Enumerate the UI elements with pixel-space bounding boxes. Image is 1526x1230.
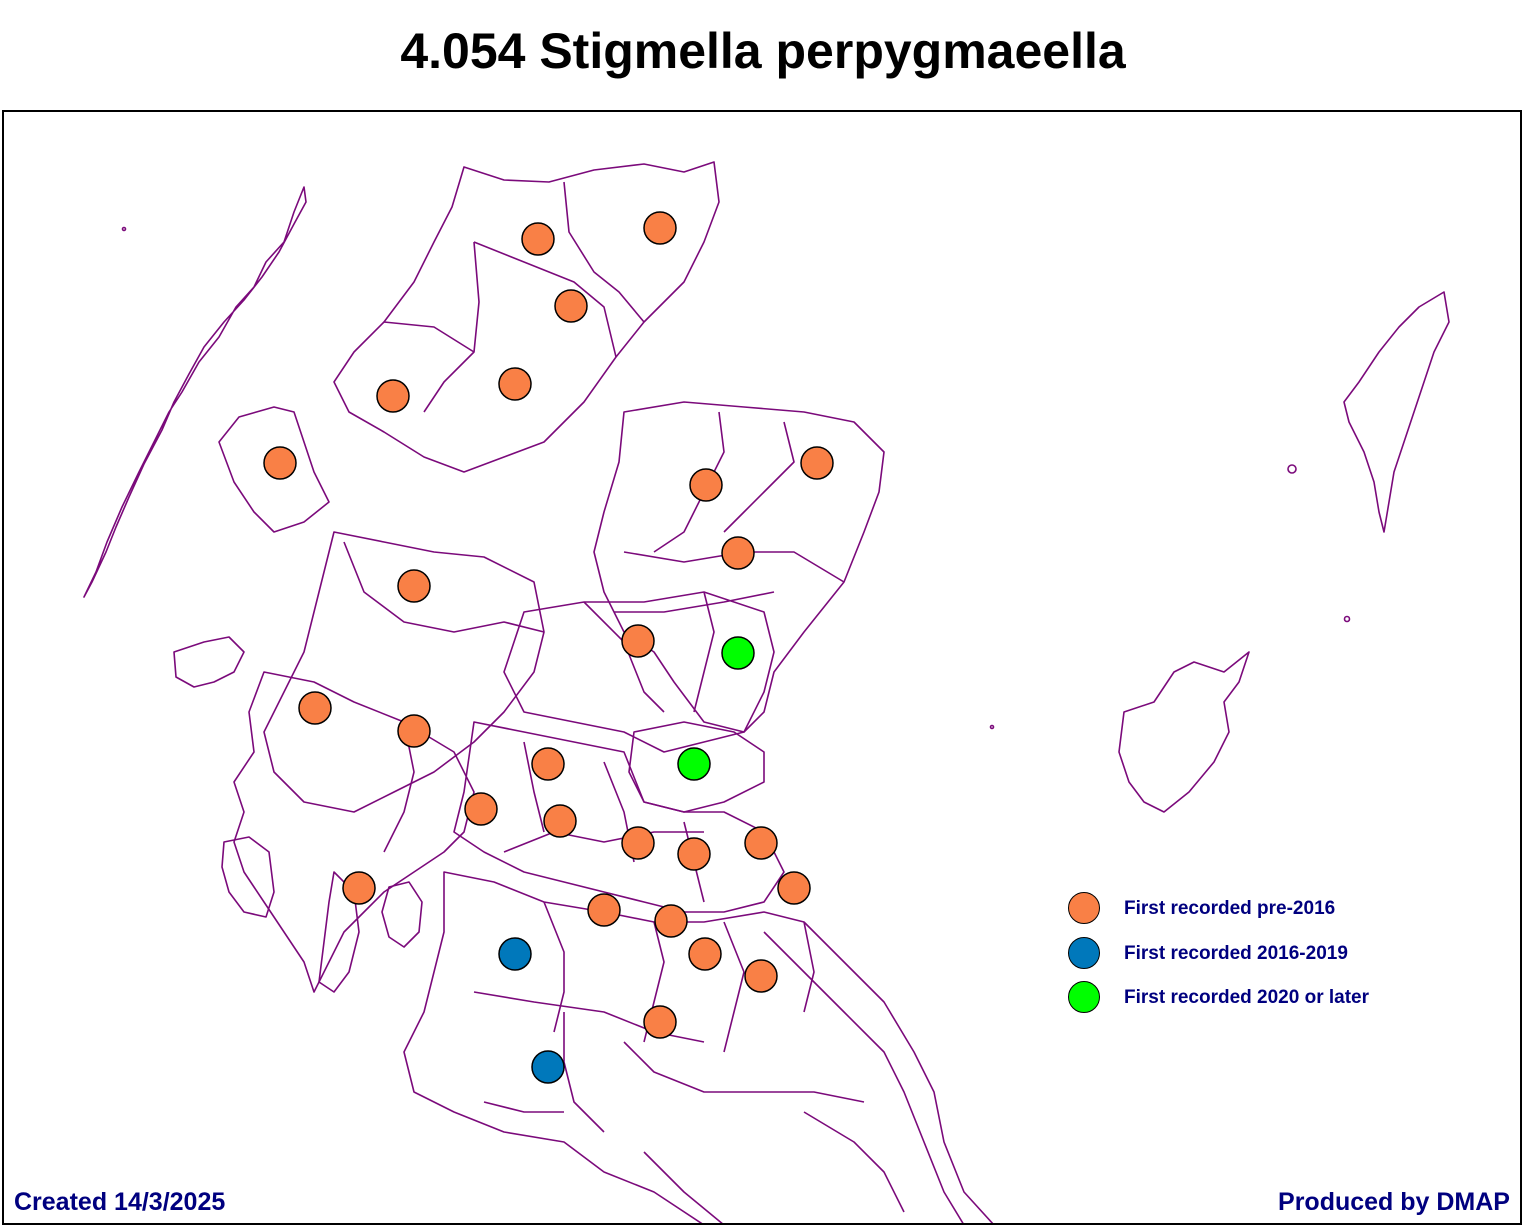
legend-swatch-2020-later xyxy=(1068,981,1100,1013)
record-dot xyxy=(342,871,376,905)
shetland-outline xyxy=(1343,291,1450,533)
record-dot xyxy=(777,871,811,905)
record-dot xyxy=(397,714,431,748)
record-dot xyxy=(587,893,621,927)
record-dots xyxy=(263,211,834,1084)
record-dot xyxy=(721,536,755,570)
record-dot xyxy=(721,636,755,670)
record-dot xyxy=(498,937,532,971)
legend-label-2016-2019: First recorded 2016-2019 xyxy=(1124,943,1348,964)
record-dot xyxy=(689,468,723,502)
record-dot xyxy=(744,959,778,993)
legend-label-pre-2016: First recorded pre-2016 xyxy=(1124,898,1336,919)
record-dot xyxy=(521,222,555,256)
legend-swatch-2016-2019 xyxy=(1068,937,1100,969)
southern-uplands-outline xyxy=(403,871,994,1223)
islay-jura-outline xyxy=(221,836,275,918)
fife-outline xyxy=(628,721,765,813)
record-dot xyxy=(554,289,588,323)
record-dot xyxy=(298,691,332,725)
record-dot xyxy=(543,804,577,838)
legend-label-2020-later: First recorded 2020 or later xyxy=(1124,987,1369,1008)
record-dot xyxy=(643,211,677,245)
produced-by: Produced by DMAP xyxy=(1278,1188,1510,1216)
record-dot xyxy=(397,569,431,603)
arran-outline xyxy=(381,881,423,948)
record-dot xyxy=(531,1050,565,1084)
record-dot xyxy=(744,826,778,860)
northumberland-cumbria-outline xyxy=(763,931,964,1223)
record-dot xyxy=(643,1005,677,1039)
record-dot xyxy=(464,792,498,826)
map-canvas xyxy=(83,161,1450,1223)
central-belt-outline xyxy=(453,721,785,913)
kintyre-outline xyxy=(318,871,360,993)
record-dot xyxy=(677,837,711,871)
map-title: 4.054 Stigmella perpygmaeella xyxy=(400,23,1126,79)
record-dot xyxy=(531,747,565,781)
record-dot xyxy=(498,367,532,401)
record-dot xyxy=(376,379,410,413)
record-dot xyxy=(800,446,834,480)
record-dot xyxy=(621,624,655,658)
legend-swatch-pre-2016 xyxy=(1068,892,1100,924)
argyll-outline xyxy=(233,671,475,993)
mull-outline xyxy=(173,636,245,688)
record-dot xyxy=(654,904,688,938)
created-date: Created 14/3/2025 xyxy=(14,1188,226,1216)
sutherland-caithness-outline xyxy=(333,161,720,473)
skye-outline xyxy=(218,406,330,533)
record-dot xyxy=(263,446,297,480)
record-dot xyxy=(688,937,722,971)
orkney-outline xyxy=(1118,651,1250,813)
vice-county-boundaries xyxy=(83,161,1450,1223)
record-dot xyxy=(621,826,655,860)
perth-angus-outline xyxy=(503,591,775,753)
map-frame: First recorded pre-2016 First recorded 2… xyxy=(2,110,1522,1225)
inverness-outline xyxy=(263,531,545,813)
record-dot xyxy=(677,747,711,781)
moray-banff-aberdeen-outline xyxy=(593,401,885,733)
outer-hebrides-outline xyxy=(83,186,307,598)
